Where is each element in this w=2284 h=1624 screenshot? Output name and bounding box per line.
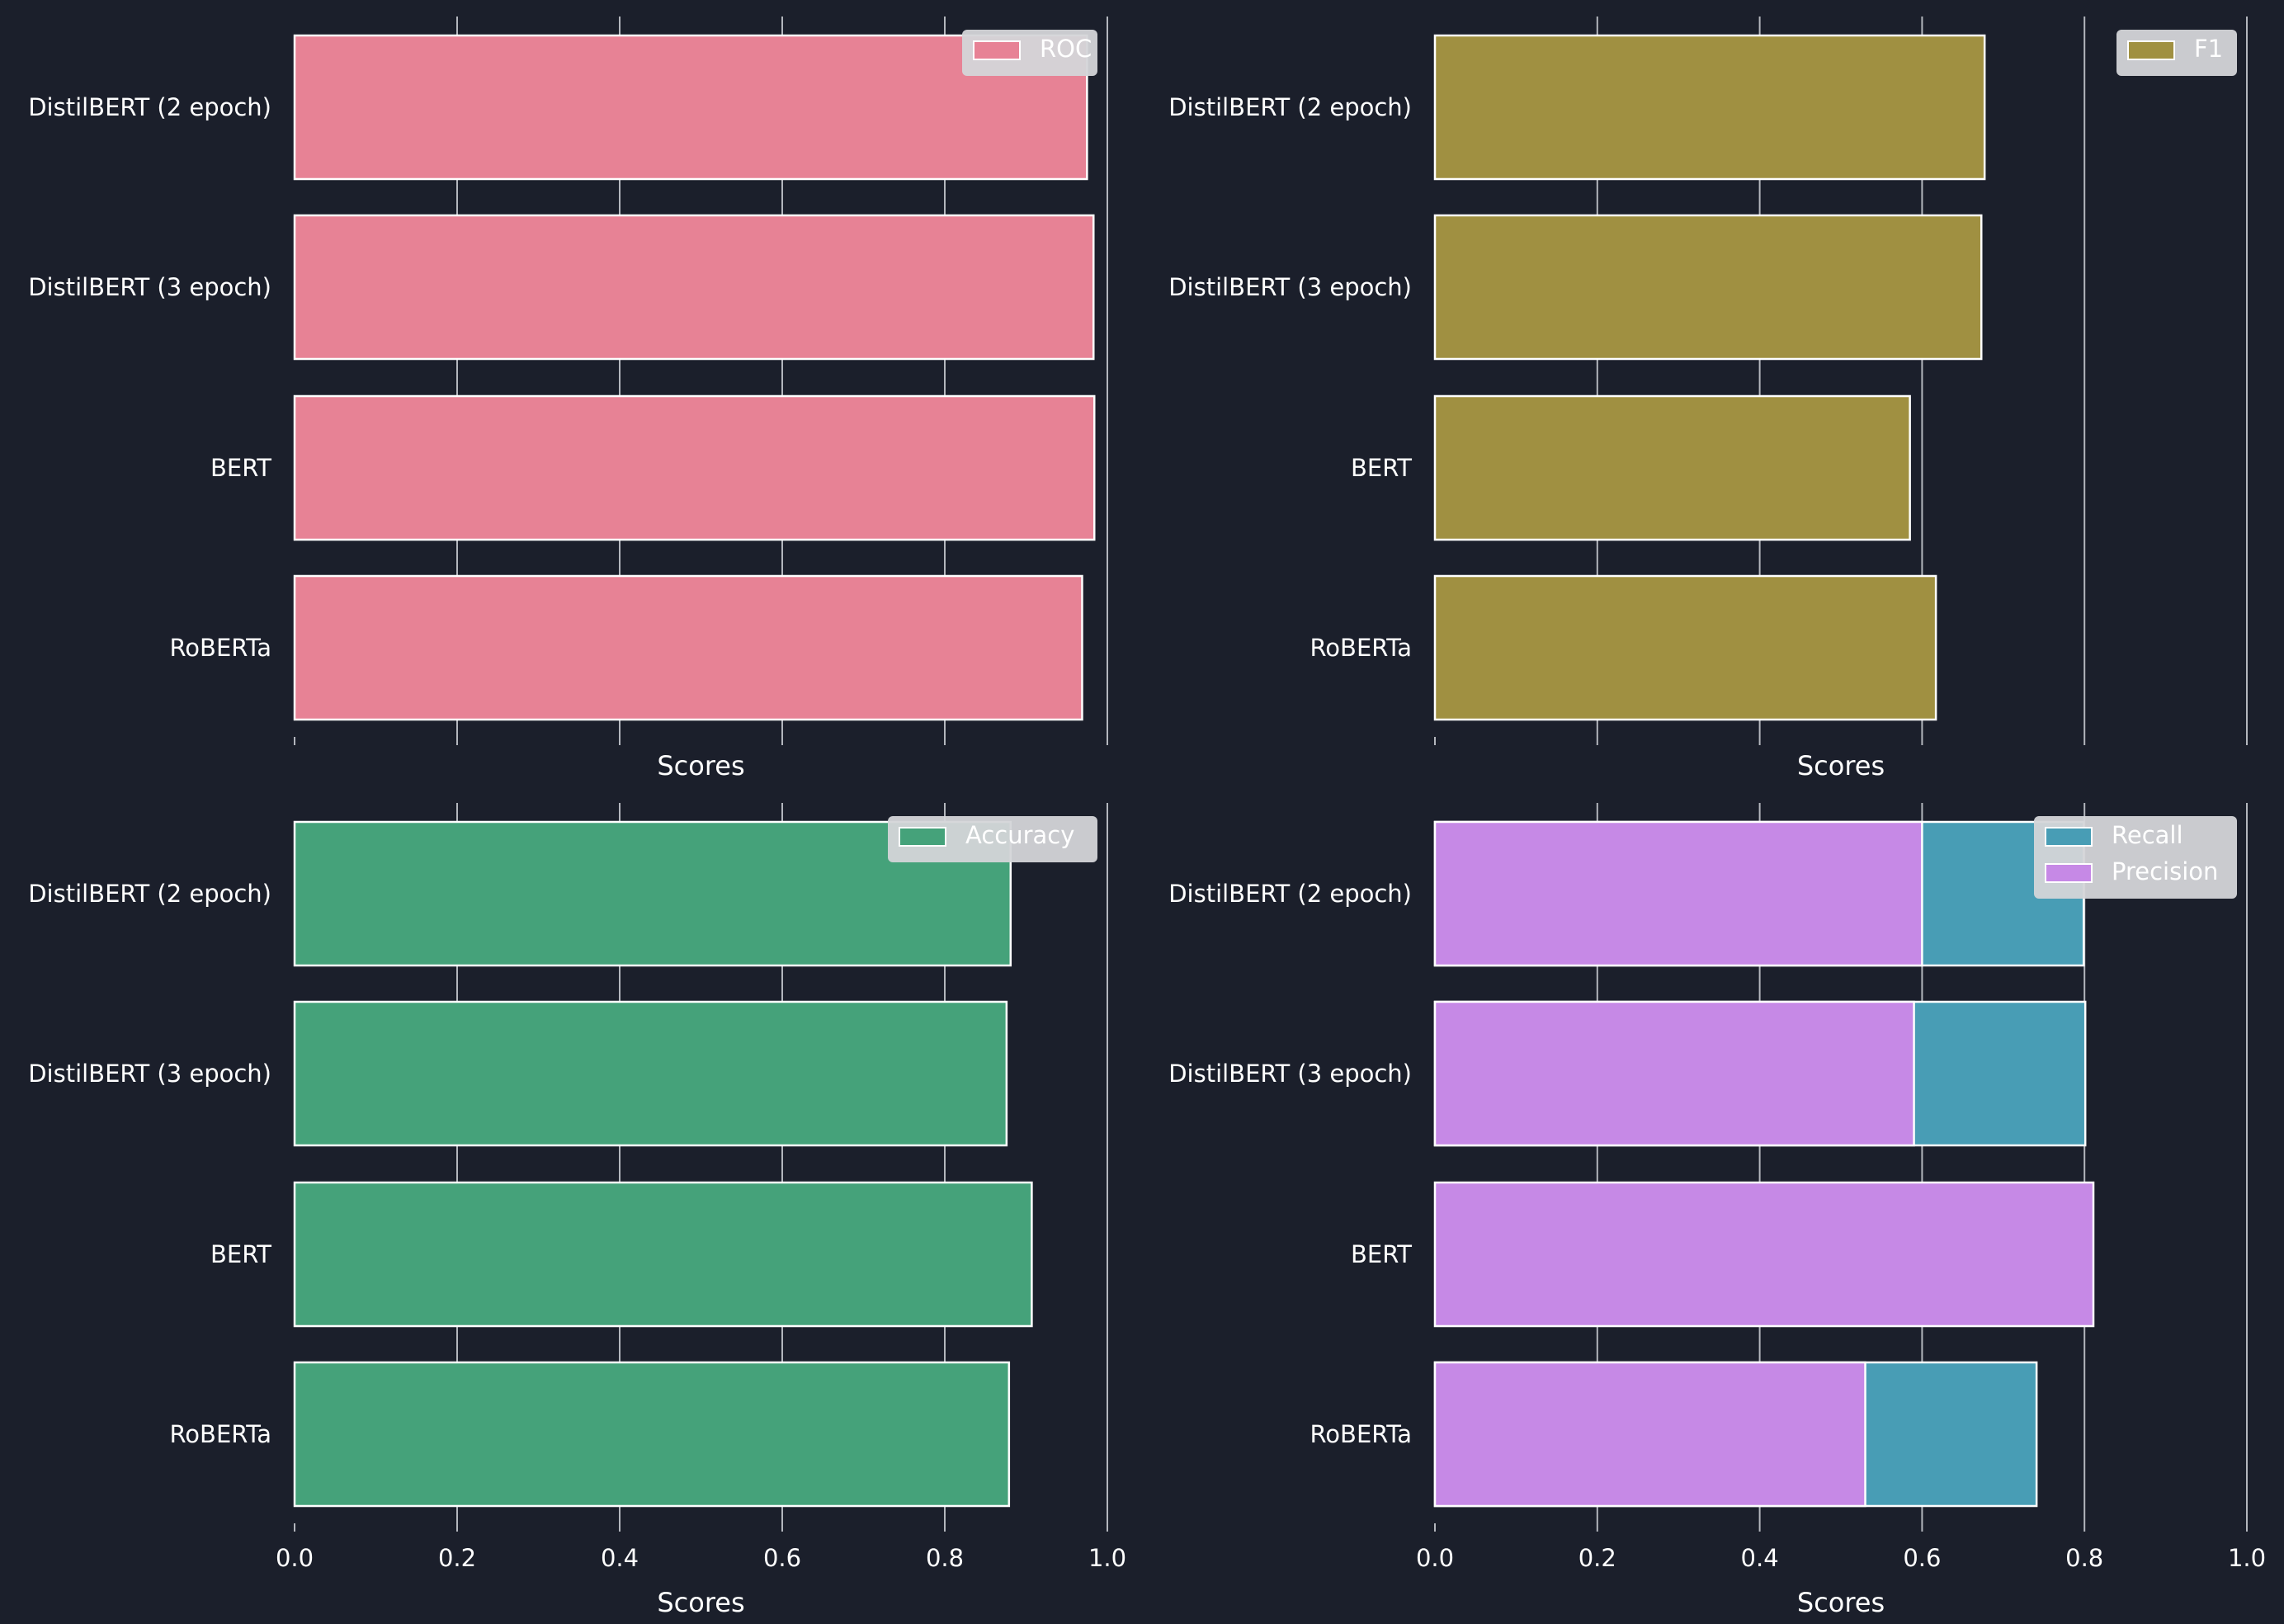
- category-label: RoBERTa: [169, 634, 271, 662]
- x-tick-label: 0.8: [2065, 1544, 2103, 1572]
- category-label: BERT: [1351, 1240, 1412, 1268]
- category-label: RoBERTa: [1310, 634, 1412, 662]
- category-label: DistilBERT (3 epoch): [1168, 1060, 1412, 1088]
- legend-swatch: [2045, 863, 2093, 883]
- x-tick-label: 1.0: [1088, 1544, 1126, 1572]
- x-tick-label: 0.0: [276, 1544, 314, 1572]
- bar-roc-4: [293, 574, 1083, 721]
- category-label: RoBERTa: [1310, 1420, 1412, 1448]
- x-axis-label: Scores: [1797, 750, 1885, 781]
- x-tick-label: 0.2: [438, 1544, 476, 1572]
- legend-label: Recall: [2112, 821, 2183, 849]
- category-label: BERT: [210, 1240, 271, 1268]
- bar-f1-1: [1433, 34, 1986, 181]
- chart-panel-1: DistilBERT (2 epoch) DistilBERT (3 epoch)…: [28, 17, 1108, 781]
- x-tick-label: 0.2: [1579, 1544, 1616, 1572]
- legend: ROC: [962, 30, 1097, 76]
- x-axis-label: Scores: [1797, 1587, 1885, 1618]
- category-label: DistilBERT (2 epoch): [1168, 880, 1412, 908]
- category-label: DistilBERT (3 epoch): [28, 1060, 271, 1088]
- bar-roc-3: [293, 394, 1096, 541]
- x-tick-label: 0.4: [601, 1544, 639, 1572]
- bar-f1-4: [1433, 574, 1937, 721]
- x-tick-label: 0.4: [1741, 1544, 1779, 1572]
- category-label: BERT: [1351, 454, 1412, 482]
- category-label: DistilBERT (2 epoch): [28, 880, 271, 908]
- bar-accuracy-2: [293, 1000, 1008, 1147]
- bar-precision-3: [1433, 1181, 2095, 1328]
- chart-panel-4: 0.0 0.2 0.4 0.6 0.8 1.0 DistilBERT (2 epoch) Di…: [1168, 803, 2266, 1618]
- x-tick-label: 0.8: [926, 1544, 964, 1572]
- legend: F1: [2116, 30, 2237, 76]
- x-tick-label: 1.0: [2228, 1544, 2266, 1572]
- bar-f1-2: [1433, 214, 1983, 361]
- x-tick-label: 0.0: [1416, 1544, 1454, 1572]
- x-tick-label: 0.6: [763, 1544, 801, 1572]
- bar-precision-2: [1433, 1000, 1915, 1147]
- category-label: DistilBERT (2 epoch): [28, 93, 271, 121]
- legend-swatch: [973, 40, 1021, 60]
- chart-panel-3: 0.0 0.2 0.4 0.6 0.8 1.0 DistilBERT (2 epoch) Di…: [28, 803, 1126, 1618]
- legend: Recall Precision: [2034, 816, 2237, 899]
- x-axis-label: Scores: [657, 1587, 744, 1618]
- legend-swatch: [2127, 40, 2175, 60]
- legend-label: ROC: [1040, 35, 1092, 63]
- legend-swatch: [899, 827, 946, 847]
- bar-roc-2: [293, 214, 1095, 361]
- chart-panel-2: DistilBERT (2 epoch) DistilBERT (3 epoch)…: [1168, 17, 2248, 781]
- category-label: DistilBERT (3 epoch): [1168, 273, 1412, 301]
- legend-label: Accuracy: [965, 821, 1074, 849]
- legend: Accuracy: [888, 816, 1097, 862]
- category-label: RoBERTa: [169, 1420, 271, 1448]
- category-label: DistilBERT (3 epoch): [28, 273, 271, 301]
- bar-accuracy-4: [293, 1361, 1011, 1508]
- bar-precision-1: [1433, 820, 1923, 967]
- bar-roc-1: [293, 34, 1088, 181]
- x-tick-label: 0.6: [1903, 1544, 1941, 1572]
- category-label: DistilBERT (2 epoch): [1168, 93, 1412, 121]
- bar-f1-3: [1433, 394, 1911, 541]
- legend-swatch: [2045, 827, 2093, 847]
- legend-label: Precision: [2112, 857, 2218, 885]
- category-label: BERT: [210, 454, 271, 482]
- x-axis-label: Scores: [657, 750, 744, 781]
- bar-accuracy-3: [293, 1181, 1033, 1328]
- bar-precision-4: [1433, 1361, 1866, 1508]
- legend-label: F1: [2194, 35, 2223, 63]
